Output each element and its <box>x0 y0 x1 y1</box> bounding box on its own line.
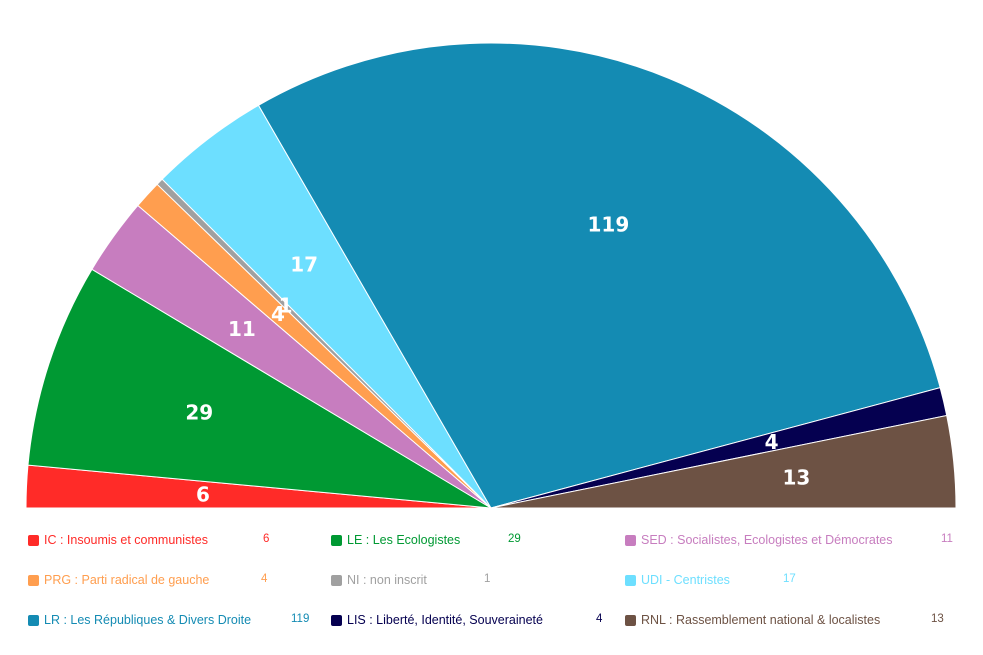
legend-label: PRG : Parti radical de gauche <box>44 573 210 587</box>
legend-label: LR : Les Républiques & Divers Droite <box>44 613 252 627</box>
legend-swatch <box>28 534 39 546</box>
legend-value: 13 <box>931 613 944 625</box>
legend-item-le[interactable]: LE : Les Ecologistes <box>331 530 460 550</box>
legend: IC : Insoumis et communistes 6 LE : Les Ec… <box>0 528 983 648</box>
data-label-ni: 1 <box>279 294 293 318</box>
legend-value: 6 <box>263 533 270 545</box>
legend-item-sed[interactable]: SED : Socialistes, Ecologistes et Démocr… <box>625 530 893 550</box>
legend-label: LE : Les Ecologistes <box>347 533 461 547</box>
legend-item-rnl[interactable]: RNL : Rassemblement national & localiste… <box>625 610 880 630</box>
slice-lr[interactable] <box>257 42 941 509</box>
legend-value: 119 <box>291 613 310 625</box>
legend-value: 4 <box>261 573 268 585</box>
data-label-ic: 6 <box>196 483 210 507</box>
legend-item-udi[interactable]: UDI - Centristes <box>625 570 730 590</box>
slice-group <box>25 42 957 509</box>
slice-rnl[interactable] <box>490 414 957 509</box>
data-label-rnl: 13 <box>782 465 810 489</box>
slice-le[interactable] <box>27 268 492 509</box>
legend-item-ic[interactable]: IC : Insoumis et communistes <box>28 530 208 550</box>
legend-swatch <box>625 574 636 586</box>
legend-swatch <box>28 614 39 626</box>
data-label-udi: 17 <box>290 253 318 277</box>
data-label-le: 29 <box>185 401 213 425</box>
legend-label: SED : Socialistes, Ecologistes et Démocr… <box>641 533 893 547</box>
legend-value: 17 <box>783 573 796 585</box>
legend-label: LIS : Liberté, Identité, Souveraineté <box>347 613 543 627</box>
legend-swatch <box>28 574 39 586</box>
legend-label: UDI - Centristes <box>641 573 730 587</box>
data-label-lis: 4 <box>765 430 779 454</box>
data-label-prg: 4 <box>271 302 285 326</box>
legend-swatch <box>331 614 342 626</box>
legend-value: 11 <box>941 533 953 545</box>
legend-label: NI : non inscrit <box>347 573 427 587</box>
legend-swatch <box>331 574 342 586</box>
legend-item-lis[interactable]: LIS : Liberté, Identité, Souveraineté <box>331 610 543 630</box>
legend-item-prg[interactable]: PRG : Parti radical de gauche <box>28 570 209 590</box>
legend-swatch <box>331 534 342 546</box>
data-label-sed: 11 <box>228 317 256 341</box>
legend-swatch <box>625 614 636 626</box>
data-label-lr: 119 <box>588 213 630 237</box>
legend-label: IC : Insoumis et communistes <box>44 533 208 547</box>
legend-label: RNL : Rassemblement national & localiste… <box>641 613 881 627</box>
legend-value: 1 <box>484 573 491 585</box>
legend-item-lr[interactable]: LR : Les Républiques & Divers Droite <box>28 610 251 630</box>
legend-item-ni[interactable]: NI : non inscrit <box>331 570 427 590</box>
legend-value: 29 <box>508 533 521 545</box>
legend-swatch <box>625 534 636 546</box>
legend-value: 4 <box>596 613 603 625</box>
